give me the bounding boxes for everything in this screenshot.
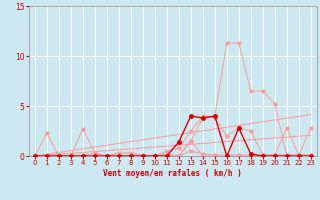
X-axis label: Vent moyen/en rafales ( km/h ): Vent moyen/en rafales ( km/h ) bbox=[103, 169, 242, 178]
